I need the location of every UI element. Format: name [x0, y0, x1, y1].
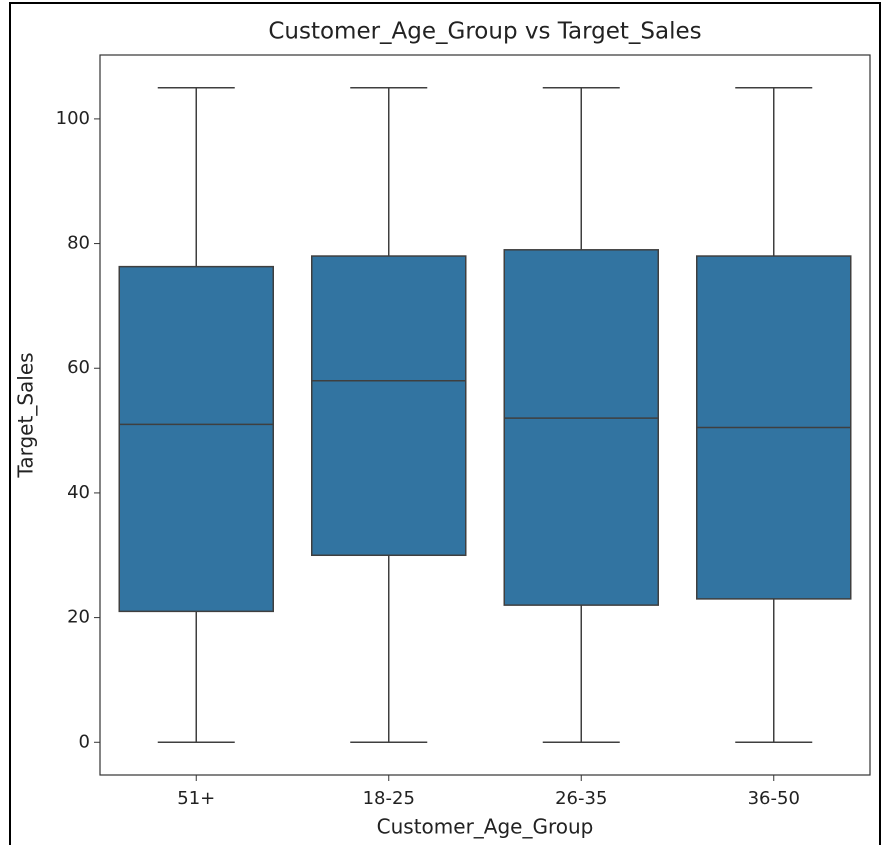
box — [311, 255, 467, 557]
y-axis-label: Target_Sales — [14, 352, 38, 478]
box — [118, 265, 274, 613]
y-tick-label: 0 — [79, 731, 90, 752]
x-tick-label: 51+ — [177, 788, 215, 809]
y-tick-label: 60 — [67, 357, 90, 378]
x-tick-label: 36-50 — [748, 788, 800, 809]
x-tick-label: 26-35 — [555, 788, 607, 809]
chart-title: Customer_Age_Group vs Target_Sales — [268, 19, 701, 45]
plot-area — [99, 54, 871, 776]
y-tick-label: 20 — [67, 607, 90, 628]
y-tick-label: 80 — [67, 233, 90, 254]
y-tick-label: 100 — [56, 108, 90, 129]
frame — [9, 2, 881, 845]
x-tick-label: 18-25 — [363, 788, 415, 809]
x-axis-label: Customer_Age_Group — [377, 815, 594, 839]
y-tick-label: 40 — [67, 482, 90, 503]
box — [503, 249, 659, 606]
